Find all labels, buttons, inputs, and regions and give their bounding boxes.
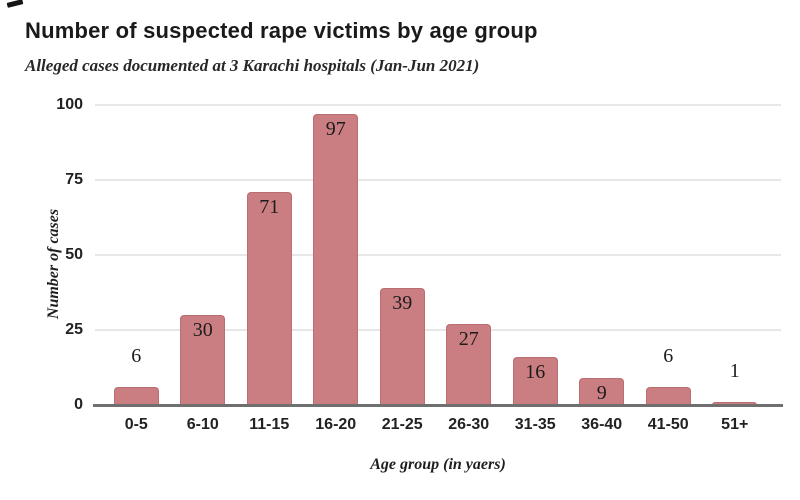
bar-band-0-5: 6 bbox=[103, 105, 170, 405]
bar-value-label-0-5: 6 bbox=[131, 345, 142, 367]
chart-title: Number of suspected rape victims by age … bbox=[25, 18, 538, 43]
y-tick-label-25: 25 bbox=[65, 321, 83, 338]
gridline-y-100 bbox=[95, 104, 781, 106]
y-axis-title: Number of cases bbox=[45, 208, 62, 320]
bar-11-15 bbox=[246, 192, 292, 405]
y-tick-label-50: 50 bbox=[65, 246, 83, 263]
gridline-y-50 bbox=[95, 254, 781, 256]
bar-0-5 bbox=[113, 387, 159, 405]
bar-21-25 bbox=[379, 288, 425, 405]
bar-band-41-50: 6 bbox=[635, 105, 702, 405]
bar-16-20 bbox=[313, 114, 359, 405]
x-tick-label-31-35: 31-35 bbox=[514, 416, 556, 433]
x-tick-label-41-50: 41-50 bbox=[647, 416, 689, 433]
bar-band-51+: 1 bbox=[702, 105, 769, 405]
bar-band-6-10: 30 bbox=[170, 105, 237, 405]
chart-subtitle: Alleged cases documented at 3 Karachi ho… bbox=[25, 56, 480, 75]
bar-value-label-11-15: 71 bbox=[259, 196, 280, 218]
bar-26-30 bbox=[446, 324, 492, 405]
bar-band-31-35: 16 bbox=[502, 105, 569, 405]
x-tick-label-11-15: 11-15 bbox=[249, 416, 290, 433]
bar-value-label-51+: 1 bbox=[729, 360, 740, 382]
plot-area: 6 30 71 97 39 27 16 9 6 1 bbox=[95, 104, 781, 405]
x-axis-tick-labels: 0-5 6-10 11-15 16-20 21-25 26-30 31-35 36-40 41-… bbox=[95, 414, 781, 436]
bar-value-label-6-10: 30 bbox=[192, 319, 213, 341]
bar-41-50 bbox=[645, 387, 691, 405]
bar-band-21-25: 39 bbox=[369, 105, 436, 405]
bar-band-36-40: 9 bbox=[569, 105, 636, 405]
x-tick-label-51+: 51+ bbox=[721, 416, 749, 433]
bar-value-label-21-25: 39 bbox=[392, 292, 413, 314]
bar-value-label-31-35: 16 bbox=[525, 361, 546, 383]
bar-6-10 bbox=[180, 315, 226, 405]
bar-36-40 bbox=[579, 378, 625, 405]
y-tick-label-0: 0 bbox=[74, 396, 83, 413]
bar-31-35 bbox=[512, 357, 558, 405]
x-tick-label-0-5: 0-5 bbox=[124, 416, 148, 433]
bar-value-label-16-20: 97 bbox=[325, 118, 346, 140]
x-tick-label-36-40: 36-40 bbox=[581, 416, 623, 433]
bar-band-11-15: 71 bbox=[236, 105, 303, 405]
x-axis-line bbox=[93, 404, 783, 407]
x-tick-label-6-10: 6-10 bbox=[186, 416, 219, 433]
gridline-y-25 bbox=[95, 329, 781, 331]
x-axis-title: Age group (in yaers) bbox=[370, 456, 506, 473]
x-tick-label-21-25: 21-25 bbox=[381, 416, 423, 433]
bar-value-label-36-40: 9 bbox=[596, 382, 607, 404]
y-tick-label-75: 75 bbox=[65, 171, 83, 188]
stray-mark-artifact bbox=[6, 0, 24, 8]
bar-band-16-20: 97 bbox=[303, 105, 370, 405]
bar-51+ bbox=[712, 402, 758, 405]
x-tick-label-26-30: 26-30 bbox=[448, 416, 490, 433]
bar-band-26-30: 27 bbox=[436, 105, 503, 405]
bar-value-label-41-50: 6 bbox=[663, 345, 674, 367]
y-tick-label-100: 100 bbox=[56, 96, 83, 113]
bar-value-label-26-30: 27 bbox=[458, 328, 479, 350]
x-tick-label-16-20: 16-20 bbox=[315, 416, 357, 433]
gridline-y-75 bbox=[95, 179, 781, 181]
